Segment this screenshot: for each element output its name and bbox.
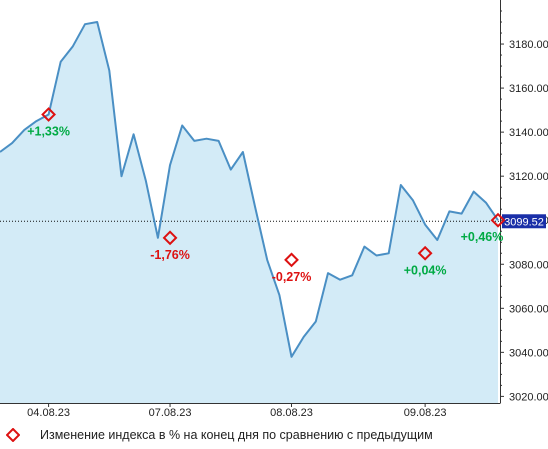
y-tick-label: 3140.00: [509, 127, 548, 139]
y-tick-label: 3040.00: [509, 347, 548, 359]
y-tick-label: 3120.00: [509, 171, 548, 183]
change-label: -0,27%: [272, 270, 312, 284]
y-tick-label: 3080.00: [509, 259, 548, 271]
series-line: [0, 21, 499, 358]
current-value-badge: [502, 214, 546, 229]
diamond-marker: [417, 245, 433, 261]
day-change-markers: +1,33% -1,76% -0,27% +0,04% +0,46%: [27, 107, 506, 284]
legend-text: Изменение индекса в % на конец дня по ср…: [40, 428, 433, 442]
diamond-marker-icon: [6, 428, 20, 442]
change-label: +0,04%: [404, 263, 447, 277]
current-value-label: 3099.52: [504, 216, 544, 228]
diamond-marker: [162, 230, 178, 246]
axes: 3020.003040.003060.003080.003100.003120.…: [0, 0, 548, 419]
diamond-marker: [284, 252, 299, 268]
change-label: -1,76%: [150, 248, 190, 262]
x-tick-label: 09.08.23: [404, 407, 447, 419]
y-tick-label: 3020.00: [509, 391, 548, 403]
area-fill: [0, 22, 498, 403]
x-tick-label: 07.08.23: [149, 407, 192, 419]
diamond-marker: [41, 107, 56, 122]
index-chart: 3020.003040.003060.003080.003100.003120.…: [0, 0, 548, 419]
y-tick-label: 3180.00: [509, 39, 548, 51]
change-label: +1,33%: [27, 125, 70, 139]
x-tick-label: 08.08.23: [270, 407, 313, 419]
legend: Изменение индекса в % на конец дня по ср…: [6, 425, 433, 445]
diamond-marker: [490, 212, 506, 228]
area-fill-shape: [0, 22, 498, 403]
series-line-path: [0, 21, 499, 358]
change-label: +0,46%: [461, 230, 504, 244]
y-tick-label: 3060.00: [509, 303, 548, 315]
y-tick-label: 3160.00: [509, 83, 548, 95]
x-tick-label: 04.08.23: [27, 407, 70, 419]
